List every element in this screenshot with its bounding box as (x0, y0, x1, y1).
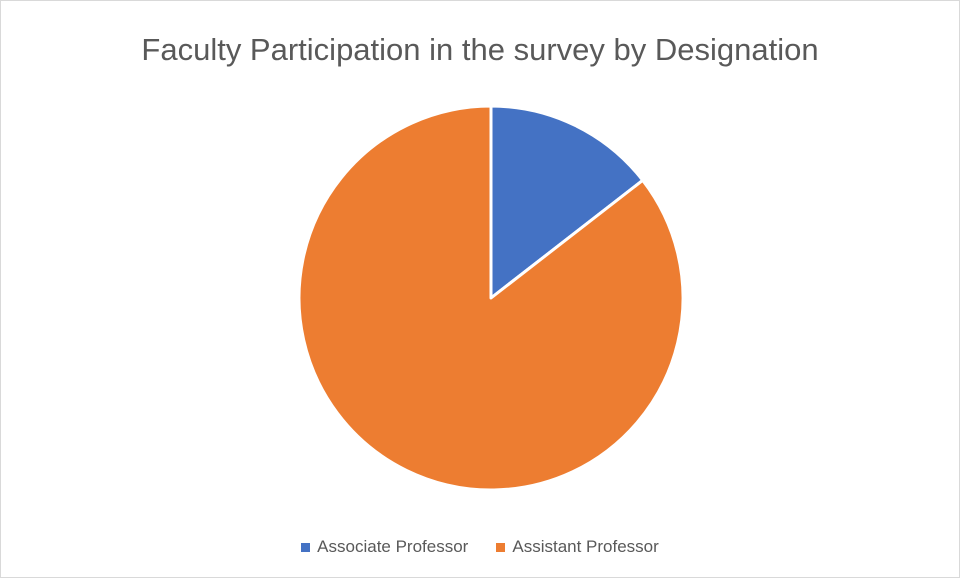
legend: Associate Professor Assistant Professor (1, 537, 959, 557)
legend-swatch-assistant-professor (496, 542, 506, 552)
legend-swatch-associate-professor (301, 542, 311, 552)
pie-slice-assistant-professor (297, 104, 685, 492)
legend-label-assistant-professor: Assistant Professor (512, 537, 659, 556)
legend-label-associate-professor: Associate Professor (317, 537, 469, 556)
pie-slice-associate-professor (489, 104, 645, 300)
legend-item-assistant-professor: Assistant Professor (496, 537, 659, 557)
legend-item-associate-professor: Associate Professor (301, 537, 468, 557)
chart-title: Faculty Participation in the survey by D… (141, 32, 819, 67)
